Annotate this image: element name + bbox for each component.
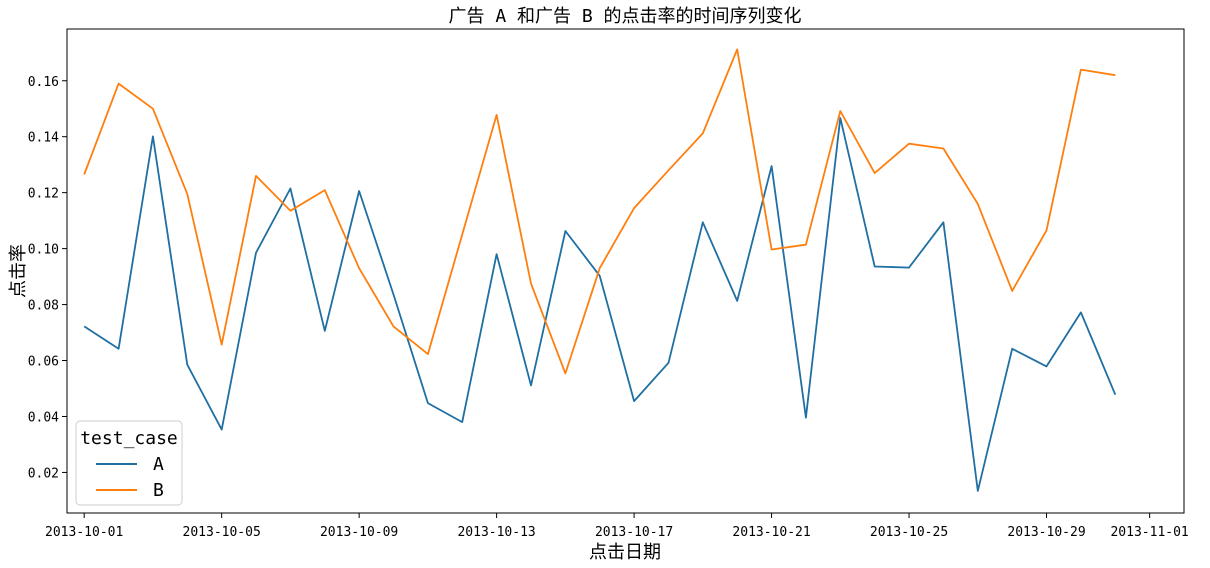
- series-line-b: [83, 48, 1116, 375]
- legend-title: test_case: [80, 428, 178, 449]
- legend-label-a: A: [153, 454, 164, 475]
- x-tick-label: 2013-10-13: [457, 525, 535, 540]
- x-tick-label: 2013-10-25: [870, 525, 948, 540]
- x-tick-label: 2013-10-01: [45, 525, 123, 540]
- x-tick-label: 2013-10-21: [732, 525, 810, 540]
- x-tick-label: 2013-10-05: [183, 525, 261, 540]
- x-tick-label: 2013-10-09: [320, 525, 398, 540]
- y-tick-label: 0.06: [28, 355, 59, 370]
- y-tick-label: 0.08: [28, 299, 59, 314]
- y-tick-label: 0.10: [28, 243, 59, 258]
- y-tick-label: 0.16: [28, 75, 59, 90]
- y-tick-label: 0.12: [28, 187, 59, 202]
- plot-frame: [66, 28, 1185, 514]
- x-axis-ticks: 2013-10-01 2013-10-05 2013-10-09 2013-10-13…: [45, 513, 1189, 540]
- x-tick-label: 2013-10-29: [1007, 525, 1085, 540]
- chart-title: 广告 A 和广告 B 的点击率的时间序列变化: [448, 6, 801, 27]
- y-axis-title: 点击率: [8, 244, 29, 298]
- legend-label-b: B: [153, 480, 164, 501]
- y-tick-label: 0.04: [28, 410, 59, 425]
- series-line-a: [83, 117, 1117, 492]
- x-tick-label: 2013-10-17: [595, 525, 673, 540]
- y-axis-ticks: 0.02 0.04 0.06 0.08 0.10 0.12 0.14 0.16: [28, 75, 67, 481]
- series-layer: [83, 48, 1117, 492]
- x-tick-label: 2013-11-01: [1110, 525, 1188, 540]
- y-tick-label: 0.02: [28, 466, 59, 481]
- legend: test_case A B: [75, 420, 183, 506]
- x-axis-title: 点击日期: [589, 542, 661, 563]
- y-tick-label: 0.14: [28, 131, 59, 146]
